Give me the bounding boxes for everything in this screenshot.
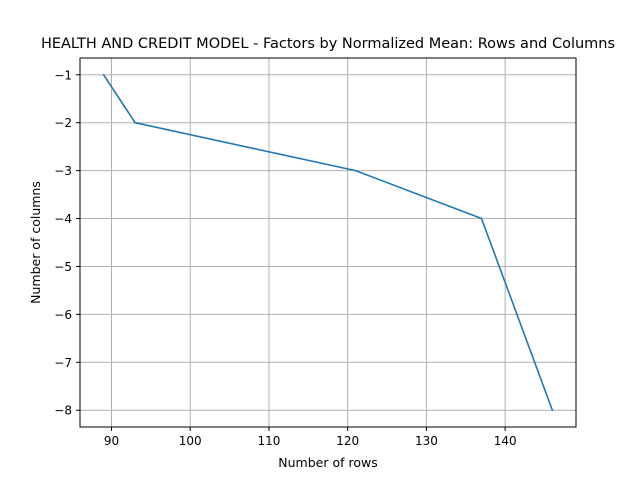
y-tick-label: −8 bbox=[54, 404, 72, 418]
data-point bbox=[551, 409, 554, 412]
y-tick-label: −3 bbox=[54, 164, 72, 178]
series-layer bbox=[102, 73, 554, 412]
series-line bbox=[102, 74, 554, 411]
x-tick-label: 120 bbox=[336, 434, 359, 448]
data-point bbox=[102, 73, 105, 76]
y-tick-label: −2 bbox=[54, 116, 72, 130]
y-tick-label: −4 bbox=[54, 212, 72, 226]
data-point bbox=[134, 121, 136, 124]
grid-layer bbox=[80, 58, 576, 427]
y-tick-label: −7 bbox=[54, 356, 72, 370]
x-tick-label: 90 bbox=[104, 434, 119, 448]
plot-frame bbox=[79, 57, 577, 428]
y-axis-label: Number of columns bbox=[28, 181, 43, 304]
x-tick-label: 140 bbox=[494, 434, 517, 448]
tick-layer: 90 100 110 120 130 140 −1 −2 −3 −4 −5 −6 −7 −8 bbox=[54, 68, 516, 448]
x-tick-label: 100 bbox=[179, 434, 202, 448]
y-tick-label: −6 bbox=[54, 308, 72, 322]
x-tick-label: 130 bbox=[415, 434, 438, 448]
x-tick-label: 110 bbox=[257, 434, 280, 448]
data-point bbox=[354, 169, 357, 172]
x-axis-label: Number of rows bbox=[278, 455, 377, 470]
y-tick-label: −1 bbox=[54, 68, 72, 82]
y-tick-label: −5 bbox=[54, 260, 72, 274]
data-point bbox=[480, 217, 483, 220]
chart-title: HEALTH AND CREDIT MODEL - Factors by Nor… bbox=[41, 36, 615, 52]
